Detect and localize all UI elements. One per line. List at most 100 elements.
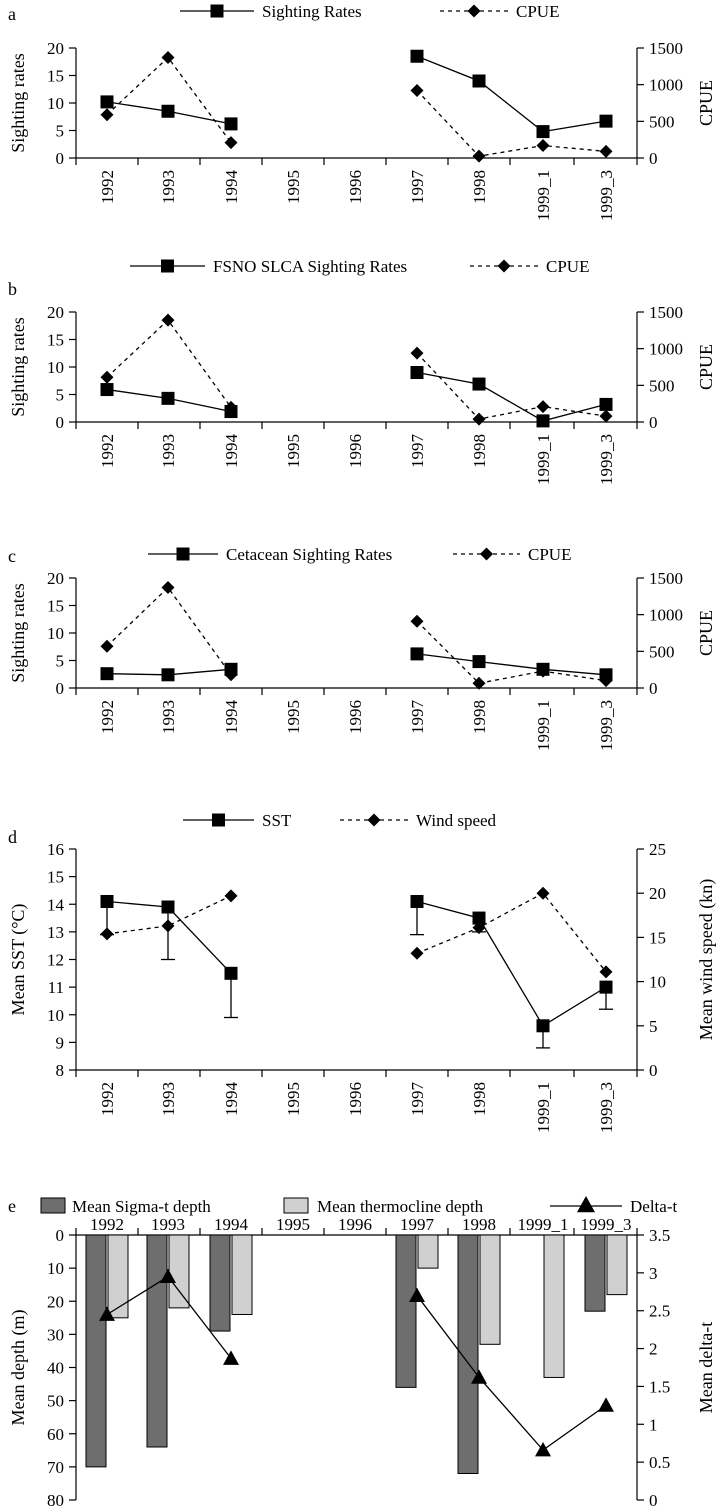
data-point-diamond — [472, 676, 486, 690]
legend-label: Mean Sigma-t depth — [72, 1197, 211, 1216]
panel-letter: c — [8, 546, 16, 566]
legend-label: Cetacean Sighting Rates — [226, 545, 392, 564]
y-axis-title: Sighting rates — [8, 583, 28, 683]
y2-axis-title: CPUE — [696, 80, 716, 126]
legend-marker-square — [161, 259, 174, 273]
data-point-diamond — [161, 313, 175, 327]
y2-tick-label: 5 — [649, 1017, 658, 1036]
y-tick-label: 10 — [47, 1259, 64, 1278]
y2-tick-label: 1.5 — [649, 1377, 670, 1396]
bar-thermocline — [231, 1234, 253, 1315]
x-tick-label: 1994 — [222, 700, 241, 735]
y2-axis-title: CPUE — [696, 344, 716, 390]
series-line — [416, 653, 607, 676]
data-point-triangle — [409, 1287, 425, 1302]
y-tick-label: 10 — [47, 624, 64, 643]
data-point-diamond — [536, 139, 550, 153]
y-tick-label: 0 — [56, 149, 65, 168]
y-tick-label: 15 — [47, 67, 64, 86]
y-tick-label: 13 — [47, 923, 64, 942]
x-tick-label: 1998 — [470, 434, 489, 468]
legend-label: Wind speed — [416, 811, 497, 830]
y2-tick-label: 20 — [649, 884, 666, 903]
bar-thermocline — [107, 1234, 129, 1319]
chart-panel-e: e Mean Sigma-t depth Mean thermocline dept… — [8, 1196, 716, 1510]
y-tick-label: 5 — [56, 122, 65, 141]
x-tick-label: 1996 — [346, 1082, 365, 1116]
legend-label: CPUE — [516, 2, 559, 21]
bar-thermocline — [543, 1234, 565, 1378]
x-tick-label: 1993 — [159, 1082, 178, 1116]
bar-sigma-t — [457, 1234, 479, 1474]
data-point-square — [410, 647, 424, 661]
legend-label: FSNO SLCA Sighting Rates — [213, 257, 407, 276]
x-tick-label: 1997 — [408, 434, 427, 469]
data-point-square — [410, 49, 424, 63]
y2-axis-title: Mean delta-t — [696, 1322, 716, 1413]
y-tick-label: 5 — [56, 386, 65, 405]
legend-label: CPUE — [546, 257, 589, 276]
bar-thermocline — [479, 1234, 501, 1345]
data-point-triangle — [99, 1306, 115, 1321]
x-tick-label: 1999_1 — [534, 170, 553, 221]
x-tick-label: 1999_1 — [534, 700, 553, 751]
x-tick-label: 1995 — [284, 170, 303, 204]
y-tick-label: 30 — [47, 1325, 64, 1344]
data-point-diamond — [224, 889, 238, 903]
data-point-diamond — [410, 84, 424, 98]
y2-tick-label: 2.5 — [649, 1302, 670, 1321]
data-point-square — [161, 900, 175, 914]
data-point-diamond — [224, 668, 238, 682]
y-tick-label: 5 — [56, 652, 65, 671]
legend-marker-diamond — [480, 547, 493, 561]
x-tick-label: 1999_3 — [581, 1215, 632, 1234]
data-point-square — [161, 391, 175, 405]
y2-tick-label: 2 — [649, 1340, 658, 1359]
data-point-diamond — [410, 614, 424, 628]
data-point-diamond — [599, 144, 613, 158]
x-tick-label: 1999_3 — [597, 1082, 616, 1133]
data-point-square — [161, 104, 175, 118]
data-point-square — [224, 117, 238, 131]
x-tick-label: 1998 — [462, 1215, 496, 1234]
y2-tick-label: 0 — [649, 679, 658, 698]
y-tick-label: 0 — [56, 679, 65, 698]
legend-marker-square — [212, 813, 225, 827]
data-point-square — [100, 383, 114, 397]
y2-tick-label: 25 — [649, 840, 666, 859]
x-tick-label: 1996 — [346, 700, 365, 734]
y2-tick-label: 3 — [649, 1264, 658, 1283]
data-point-triangle — [223, 1350, 239, 1365]
x-tick-label: 1993 — [159, 434, 178, 468]
y2-tick-label: 10 — [649, 973, 666, 992]
data-point-square — [224, 966, 238, 980]
y-tick-label: 14 — [47, 895, 65, 914]
y-tick-label: 15 — [47, 331, 64, 350]
x-tick-label: 1992 — [90, 1215, 124, 1234]
legend-label: Mean thermocline depth — [317, 1197, 484, 1216]
legend-marker-triangle — [577, 1196, 595, 1213]
y2-tick-label: 1000 — [649, 76, 683, 95]
y2-tick-label: 0 — [649, 149, 658, 168]
data-point-square — [599, 980, 613, 994]
y-tick-label: 10 — [47, 1006, 64, 1025]
data-point-square — [536, 125, 550, 139]
x-tick-label: 1997 — [408, 170, 427, 205]
y-tick-label: 16 — [47, 840, 64, 859]
chart-panel-b: b FSNO SLCA Sighting Rates CPUE 0 5 10 15 20 0 50… — [8, 257, 716, 485]
y2-axis-title: CPUE — [696, 610, 716, 656]
y2-tick-label: 1000 — [649, 606, 683, 625]
x-tick-label: 1997 — [400, 1215, 435, 1234]
x-tick-label: 1999_1 — [518, 1215, 569, 1234]
data-point-diamond — [100, 927, 114, 941]
data-point-diamond — [100, 108, 114, 122]
x-tick-label: 1999_3 — [597, 434, 616, 485]
bar-sigma-t — [584, 1234, 606, 1312]
data-point-square — [472, 655, 486, 669]
series-line — [416, 900, 607, 1027]
data-point-triangle — [160, 1268, 176, 1284]
y-axis-title: Mean depth (m) — [8, 1310, 29, 1426]
y2-tick-label: 1000 — [649, 340, 683, 359]
x-tick-label: 1997 — [408, 1082, 427, 1117]
y-tick-label: 70 — [47, 1458, 64, 1477]
